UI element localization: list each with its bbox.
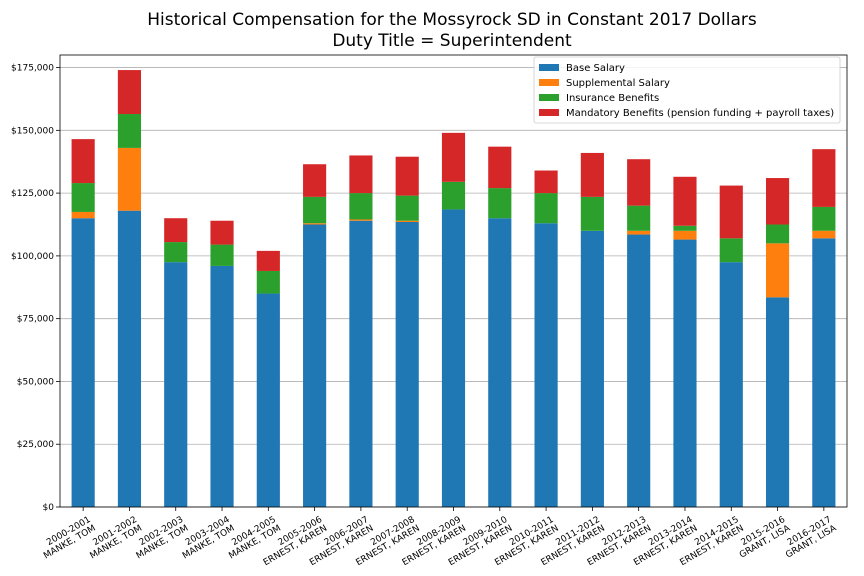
y-tick-label: $125,000 xyxy=(11,189,54,199)
y-tick-label: $50,000 xyxy=(17,377,54,387)
legend-label: Base Salary xyxy=(566,63,625,74)
x-tick-label: 2016-2017GRANT, LISA xyxy=(779,515,839,561)
bar-segment-mandatory xyxy=(627,159,651,206)
bar-segment-mandatory xyxy=(534,170,558,194)
bar-segment-base xyxy=(627,234,651,508)
bar-segment-insurance xyxy=(117,114,142,148)
bar-segment-mandatory xyxy=(256,250,280,271)
bar-segment-insurance xyxy=(488,188,512,219)
bar-segment-mandatory xyxy=(210,220,234,245)
bar-segment-base xyxy=(812,238,836,508)
bar-segment-mandatory xyxy=(488,146,512,189)
y-tick-label: $175,000 xyxy=(11,64,54,74)
bar-segment-base xyxy=(210,265,234,507)
x-tick-label: 2015-2016GRANT, LISA xyxy=(733,515,793,561)
legend-swatch xyxy=(539,64,559,71)
bar-segment-base xyxy=(441,209,466,507)
bar-segment-base xyxy=(673,239,697,508)
bar-segment-mandatory xyxy=(71,139,95,184)
bar-segment-insurance xyxy=(580,196,604,231)
bar-segment-insurance xyxy=(303,196,327,224)
bar-segment-supplemental xyxy=(303,223,327,225)
bar-segment-insurance xyxy=(256,270,280,294)
legend-box xyxy=(533,56,841,124)
bar-segment-base xyxy=(164,262,188,507)
legend-swatch xyxy=(539,94,559,101)
bar-segment-mandatory xyxy=(395,156,419,196)
bar-segment-mandatory xyxy=(719,185,743,239)
bar-segment-supplemental xyxy=(812,230,836,239)
bar-segment-base xyxy=(71,218,95,507)
legend-label: Mandatory Benefits (pension funding + pa… xyxy=(566,108,834,119)
bar-segment-base xyxy=(395,221,419,507)
bar-segment-base xyxy=(534,223,558,507)
bar-segment-mandatory xyxy=(765,178,790,225)
bar-segment-base xyxy=(117,210,142,507)
legend-swatch xyxy=(539,79,559,86)
bar-segment-insurance xyxy=(395,195,419,221)
bar-segment-supplemental xyxy=(117,147,142,211)
bar-segment-insurance xyxy=(812,206,836,231)
bar-segment-base xyxy=(580,230,604,507)
bar-segment-mandatory xyxy=(580,152,604,197)
bar-segment-base xyxy=(256,293,280,507)
bars xyxy=(71,70,836,508)
bar-segment-supplemental xyxy=(349,219,373,221)
bar-segment-mandatory xyxy=(164,218,188,243)
y-tick-label: $150,000 xyxy=(11,126,54,136)
bar-segment-base xyxy=(303,224,327,507)
bar-segment-base xyxy=(719,262,743,507)
y-tick-label: $75,000 xyxy=(17,315,54,325)
bar-segment-insurance xyxy=(673,225,697,231)
legend-swatch xyxy=(539,109,559,116)
y-tick-label: $100,000 xyxy=(11,252,54,262)
bar-segment-insurance xyxy=(765,224,790,244)
chart-title: Historical Compensation for the Mossyroc… xyxy=(147,10,757,30)
bar-segment-insurance xyxy=(719,238,743,263)
chart-subtitle: Duty Title = Superintendent xyxy=(332,31,572,51)
bar-segment-supplemental xyxy=(765,243,790,298)
bar-segment-mandatory xyxy=(349,155,373,194)
bar-segment-base xyxy=(765,297,790,507)
bar-segment-insurance xyxy=(71,183,95,212)
bar-segment-mandatory xyxy=(303,164,327,197)
bar-segment-mandatory xyxy=(117,70,142,115)
bar-segment-supplemental xyxy=(71,211,95,219)
bar-segment-base xyxy=(349,220,373,507)
bar-segment-supplemental xyxy=(627,230,651,235)
bar-segment-insurance xyxy=(534,193,558,224)
bar-segment-supplemental xyxy=(673,230,697,240)
bar-segment-insurance xyxy=(164,242,188,263)
bar-segment-mandatory xyxy=(673,176,697,226)
bar-segment-base xyxy=(488,218,512,507)
legend-label: Insurance Benefits xyxy=(566,93,659,104)
y-axis-ticks: $0 $25,000 $50,000 $75,000 $100,000 $125,000 $… xyxy=(11,64,60,513)
bar-segment-insurance xyxy=(441,181,466,210)
bar-segment-insurance xyxy=(627,205,651,231)
bar-segment-mandatory xyxy=(812,149,836,207)
bar-segment-insurance xyxy=(349,193,373,220)
y-tick-label: $0 xyxy=(43,503,55,513)
bar-segment-mandatory xyxy=(441,132,466,182)
bar-segment-supplemental xyxy=(395,220,419,222)
legend-label: Supplemental Salary xyxy=(566,78,670,89)
bar-segment-insurance xyxy=(210,244,234,266)
legend: Base Salary Supplemental Salary Insurance … xyxy=(533,56,841,124)
y-tick-label: $25,000 xyxy=(17,440,54,450)
